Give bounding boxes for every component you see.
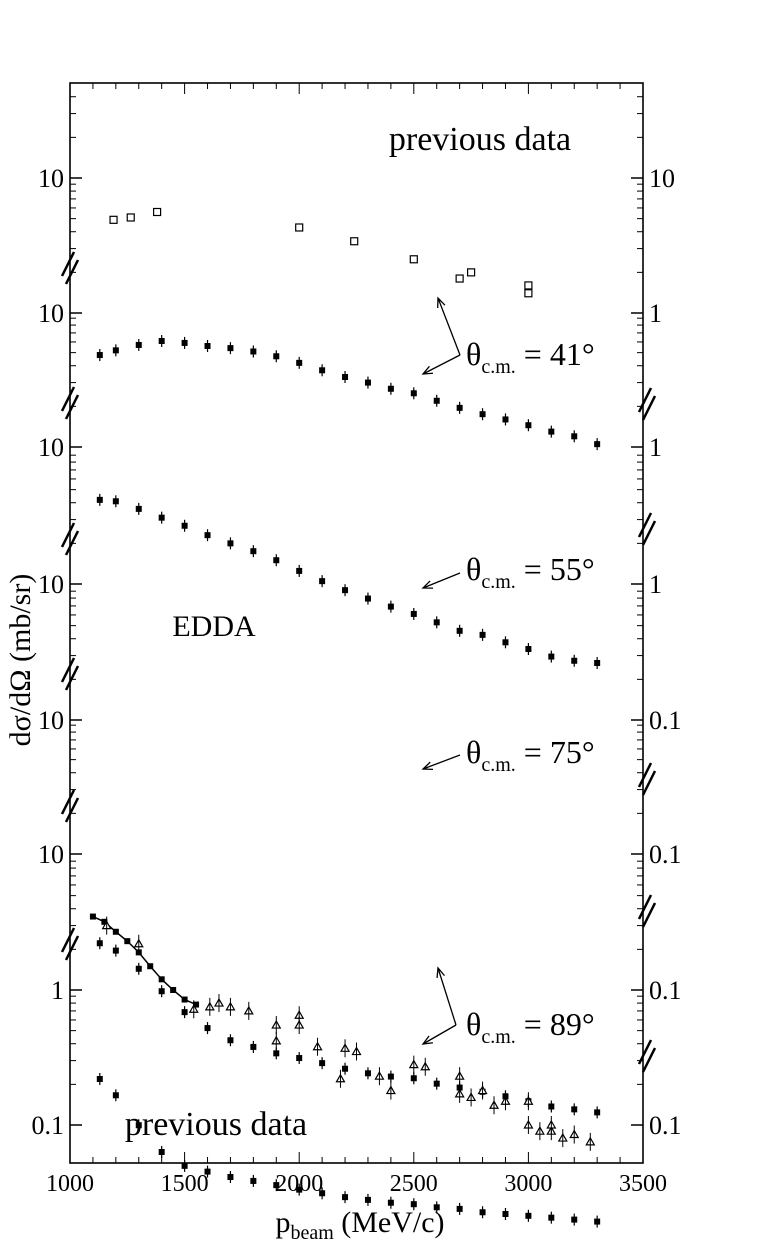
y-right-tick-label: 0.1	[649, 1111, 682, 1140]
previous-data-point-top	[467, 268, 476, 277]
annotation-theta-75: θc.m. = 75°	[466, 734, 595, 776]
y-left-tick-label: 10	[38, 706, 64, 735]
arrow-41-up	[437, 297, 461, 356]
x-tick-label: 2000	[275, 1171, 323, 1197]
axis-break-left	[64, 530, 80, 556]
y-left-tick-label: 10	[38, 840, 64, 869]
axis-break-left	[60, 657, 76, 683]
axis-break-right	[637, 512, 653, 538]
arrow-41-up-head	[437, 296, 446, 309]
previous-data-point-top	[152, 207, 162, 217]
x-axis-title: pbeam (MeV/c)	[275, 1206, 444, 1244]
x-tick-label: 3000	[504, 1171, 552, 1197]
axis-break-left	[64, 394, 80, 420]
fit-line-89	[92, 915, 197, 1006]
arrow-89-up-head	[436, 966, 445, 979]
y-left-tick-label: 10	[38, 299, 64, 328]
previous-data-point-top	[126, 213, 135, 222]
x-tick-label: 1500	[161, 1171, 209, 1197]
y-right-tick-label: 1	[649, 570, 662, 599]
arrow-89-down-head	[421, 1035, 434, 1045]
axis-break-right	[641, 770, 657, 796]
previous-data-point-top	[109, 215, 118, 224]
arrow-75	[422, 754, 461, 770]
previous-data-point-top	[524, 289, 533, 298]
annotation-previous-data-top: previous data	[389, 121, 571, 158]
axis-break-left	[60, 386, 76, 412]
previous-data-point-top	[455, 274, 464, 283]
y-left-tick-label: 1	[51, 976, 64, 1005]
annotation-edda: EDDA	[172, 610, 256, 643]
y-left-tick-label: 10	[38, 570, 64, 599]
y-axis-title: dσ/dΩ (mb/sr)	[4, 574, 37, 747]
axis-break-right	[637, 762, 653, 788]
x-tick-label: 3500	[619, 1171, 667, 1197]
axis-break-right	[641, 1047, 657, 1073]
axis-break-left	[64, 797, 80, 823]
axis-break-left	[64, 665, 80, 691]
axis-break-left	[60, 251, 76, 277]
arrow-89-up	[437, 967, 457, 1026]
arrow-55-head	[421, 580, 434, 589]
axis-break-right	[641, 395, 657, 421]
axis-break-right	[637, 387, 653, 413]
y-left-tick-label: 0.1	[32, 1111, 65, 1140]
plot-frame	[69, 82, 644, 1164]
y-right-tick-label: 1	[649, 433, 662, 462]
axis-break-left	[60, 522, 76, 548]
axis-break-left	[64, 259, 80, 285]
y-right-tick-label: 0.1	[649, 706, 682, 735]
y-right-tick-label: 1	[649, 299, 662, 328]
y-right-tick-label: 10	[649, 164, 675, 193]
arrow-41-down-head	[421, 365, 434, 375]
previous-data-point-top	[524, 281, 533, 290]
y-right-tick-label: 0.1	[649, 976, 682, 1005]
arrow-89-down	[422, 1024, 457, 1045]
x-tick-label: 1000	[46, 1171, 94, 1197]
arrow-75-head	[421, 761, 434, 771]
axis-break-left	[64, 935, 80, 961]
annotation-theta-89: θc.m. = 89°	[466, 1006, 595, 1048]
annotation-theta-55: θc.m. = 55°	[466, 551, 595, 593]
y-left-tick-label: 10	[38, 433, 64, 462]
axis-break-left	[60, 789, 76, 815]
axis-break-right	[637, 1039, 653, 1065]
axis-break-right	[637, 894, 653, 920]
previous-data-point-top	[350, 237, 359, 246]
annotation-previous-data-bottom: previous data	[125, 1106, 307, 1143]
y-left-tick-label: 10	[38, 164, 64, 193]
axis-break-right	[641, 520, 657, 546]
previous-data-point-top	[295, 223, 304, 232]
annotation-theta-41: θc.m. = 41°	[466, 336, 595, 378]
y-right-tick-label: 0.1	[649, 840, 682, 869]
arrow-55	[422, 572, 461, 589]
arrow-41-down	[422, 354, 461, 375]
previous-data-point-top	[409, 255, 418, 264]
x-tick-label: 2500	[390, 1171, 438, 1197]
axis-break-left	[60, 927, 76, 953]
axis-break-right	[641, 902, 657, 928]
